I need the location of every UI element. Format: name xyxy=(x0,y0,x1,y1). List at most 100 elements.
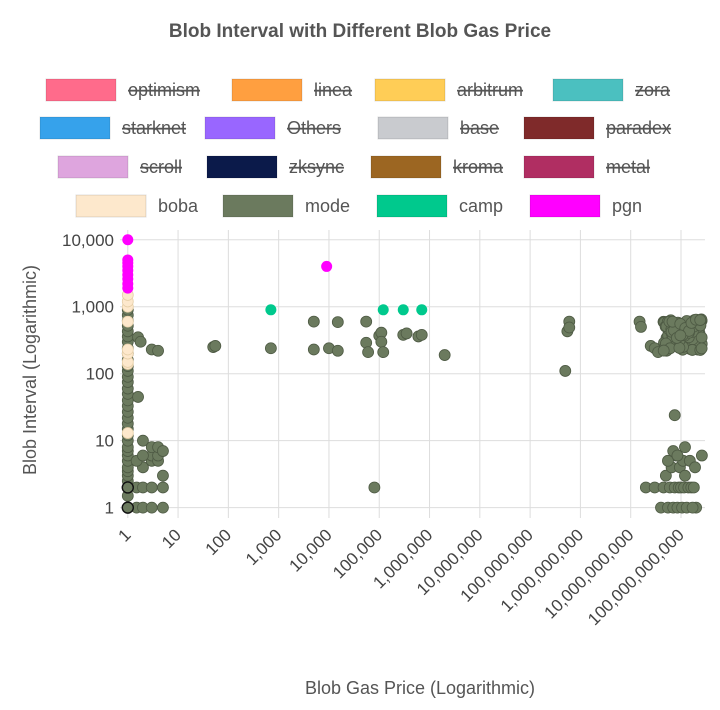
mode-point xyxy=(687,481,700,494)
mode-point xyxy=(137,449,149,462)
legend-label: camp xyxy=(459,196,503,216)
legend-label: arbitrum xyxy=(457,80,523,100)
x-tick-label: 1 xyxy=(114,525,134,545)
legend-swatch xyxy=(222,194,294,218)
legend-item-scroll[interactable]: scroll xyxy=(57,155,182,179)
mode-point xyxy=(659,469,672,482)
legend-item-arbitrum[interactable]: arbitrum xyxy=(374,78,523,102)
pgn-point xyxy=(122,282,134,294)
legend-swatch xyxy=(374,78,446,102)
series-camp xyxy=(265,304,428,316)
legend-label: linea xyxy=(314,80,353,100)
legend-swatch xyxy=(206,155,278,179)
pgn-point xyxy=(122,234,134,246)
legend-item-paradex[interactable]: paradex xyxy=(523,116,671,140)
mode-point xyxy=(157,481,169,494)
legend-swatch xyxy=(529,194,601,218)
mode-point xyxy=(331,344,344,357)
legend-item-metal[interactable]: metal xyxy=(523,155,650,179)
mode-point xyxy=(559,365,572,377)
legend-label: base xyxy=(460,118,499,138)
legend-item-boba[interactable]: boba xyxy=(75,194,199,218)
legend-label: zksync xyxy=(289,157,344,177)
mode-point xyxy=(635,321,647,333)
outlined-point xyxy=(121,481,134,494)
mode-point xyxy=(689,461,701,474)
mode-point xyxy=(668,409,681,422)
mode-point xyxy=(132,391,144,403)
y-tick-label: 1,000 xyxy=(71,298,114,317)
x-tick-label: 1,000 xyxy=(242,525,286,569)
y-tick-label: 1 xyxy=(105,499,114,518)
legend-item-camp[interactable]: camp xyxy=(376,194,503,218)
mode-point xyxy=(695,449,708,462)
mode-point xyxy=(662,454,674,467)
legend-item-optimism[interactable]: optimism xyxy=(45,78,200,102)
x-axis-ticks: 1 10 100 1,000 10,000100,0001,000,00010,000,… xyxy=(114,525,687,629)
mode-point xyxy=(157,469,169,482)
mode-point xyxy=(360,315,373,328)
chart-legend[interactable]: optimism linea arbitrum zora starknet Others b… xyxy=(39,78,671,218)
mode-point xyxy=(145,481,158,494)
x-tick-label: 100,000,000,000 xyxy=(584,525,688,629)
mode-point xyxy=(134,335,147,348)
legend-label: starknet xyxy=(122,118,186,138)
legend-swatch xyxy=(39,116,111,140)
legend-swatch xyxy=(370,155,442,179)
x-axis-title: Blob Gas Price (Logarithmic) xyxy=(305,678,535,698)
legend-label: mode xyxy=(305,196,350,216)
legend-item-zksync[interactable]: zksync xyxy=(206,155,344,179)
chart-title: Blob Interval with Different Blob Gas Pr… xyxy=(169,21,551,42)
mode-point xyxy=(438,349,451,361)
legend-item-linea[interactable]: linea xyxy=(231,78,353,102)
camp-point xyxy=(397,304,409,316)
legend-item-pgn[interactable]: pgn xyxy=(529,194,642,218)
legend-item-mode[interactable]: mode xyxy=(222,194,350,218)
series-pgn xyxy=(122,234,333,294)
x-tick-label: 10,000 xyxy=(286,525,336,575)
camp-point xyxy=(265,304,277,316)
mode-point xyxy=(674,329,687,342)
mode-point xyxy=(209,340,222,352)
legend-swatch xyxy=(552,78,624,102)
mode-point xyxy=(679,469,691,482)
legend-swatch xyxy=(45,78,117,102)
mode-point xyxy=(157,445,169,457)
mode-point xyxy=(694,314,707,326)
mode-point xyxy=(400,327,413,340)
legend-label: optimism xyxy=(128,80,200,100)
plot-grid xyxy=(120,230,705,518)
legend-swatch xyxy=(75,194,147,218)
legend-label: pgn xyxy=(612,196,642,216)
legend-item-kroma[interactable]: kroma xyxy=(370,155,504,179)
legend-item-zora[interactable]: zora xyxy=(552,78,671,102)
legend-item-starknet[interactable]: starknet xyxy=(39,116,186,140)
legend-item-others[interactable]: Others xyxy=(204,116,341,140)
mode-point xyxy=(375,335,388,348)
legend-item-base[interactable]: base xyxy=(377,116,499,140)
y-axis-ticks: 1 10 100 1,000 10,000 xyxy=(62,231,114,518)
legend-label: Others xyxy=(287,118,341,138)
legend-label: scroll xyxy=(140,157,182,177)
legend-swatch xyxy=(231,78,303,102)
mode-point xyxy=(145,501,158,514)
boba-point xyxy=(121,427,134,439)
series-mode xyxy=(121,303,708,514)
y-axis-title: Blob Interval (Logarithmic) xyxy=(20,265,40,475)
mode-point xyxy=(673,341,686,354)
legend-label: paradex xyxy=(606,118,671,138)
x-tick-label: 100 xyxy=(202,525,235,558)
legend-swatch xyxy=(377,116,449,140)
x-tick-label: 10 xyxy=(158,525,185,552)
legend-label: boba xyxy=(158,196,199,216)
mode-point xyxy=(264,342,277,355)
pgn-point xyxy=(321,260,333,272)
mode-point xyxy=(695,331,708,344)
mode-point xyxy=(415,328,428,341)
boba-point xyxy=(121,315,134,328)
camp-point xyxy=(377,304,389,316)
mode-point xyxy=(671,449,684,462)
legend-swatch xyxy=(523,116,595,140)
legend-label: zora xyxy=(635,80,671,100)
